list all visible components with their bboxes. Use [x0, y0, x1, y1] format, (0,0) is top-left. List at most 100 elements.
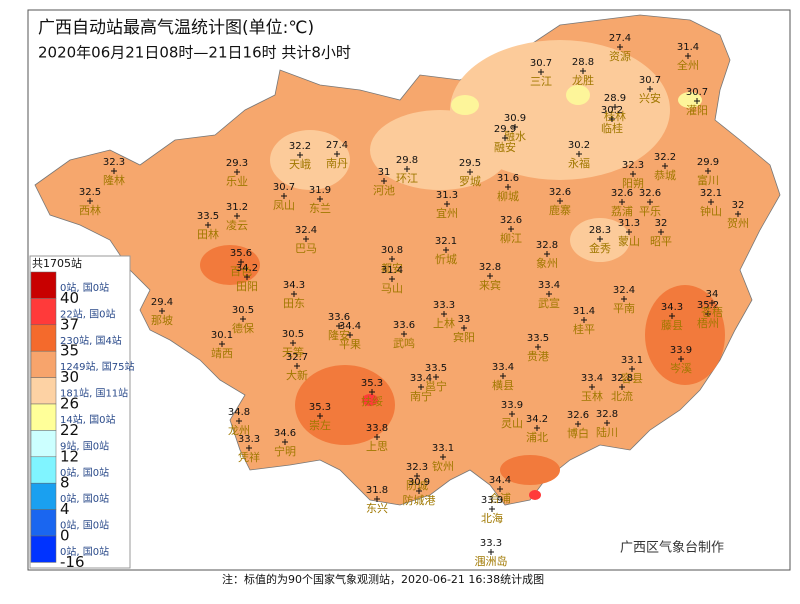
station: 33.3 凭祥	[238, 434, 260, 464]
station-value: 35.3	[361, 378, 383, 389]
station-value: 32.4	[295, 225, 317, 236]
station-marker	[444, 201, 450, 207]
station-name: 都安	[381, 261, 403, 275]
station-name: 环江	[396, 172, 418, 185]
station-value: 29.5	[459, 158, 481, 169]
hottest-zone	[362, 394, 378, 406]
station-name: 宾阳	[453, 330, 475, 344]
station-name: 宜州	[436, 206, 458, 220]
station-marker	[678, 356, 684, 362]
station-marker	[334, 151, 340, 157]
legend-swatch	[30, 377, 57, 405]
legend-count: 14站, 国0站	[60, 413, 115, 426]
station-name: 北海	[481, 511, 503, 525]
legend-swatch	[30, 456, 57, 484]
station: 30.7 凤山	[273, 182, 295, 212]
station-name: 防城	[406, 478, 428, 492]
station-name: 恭城	[654, 169, 676, 182]
legend-swatch	[30, 535, 57, 563]
legend-count: 230站, 国4站	[60, 334, 122, 347]
station-name: 西林	[79, 203, 101, 217]
station: 34.4 平果	[339, 321, 361, 351]
station: 35.3 崇左	[309, 402, 331, 432]
legend: 共1705站 0站, 国0站 22站, 国0站 230站, 国4站 1249站, 国7…	[29, 255, 135, 571]
station-marker	[705, 168, 711, 174]
station-value: 33.4	[492, 362, 514, 373]
station-value: 30.2	[568, 140, 590, 151]
station-value: 31.3	[618, 218, 640, 229]
station-marker	[416, 488, 422, 494]
station-value: 31	[378, 167, 391, 178]
station-name: 贵港	[527, 350, 549, 363]
station-name: 南宁	[410, 389, 432, 403]
station-name: 凭祥	[238, 450, 260, 464]
legend-count: 0站, 国0站	[60, 545, 109, 558]
legend-swatch	[30, 430, 57, 458]
station: 34 苍梧	[701, 289, 723, 319]
station: 31.6 柳城	[497, 173, 519, 203]
station-marker	[557, 198, 563, 204]
station-marker	[647, 86, 653, 92]
hot-zone	[200, 245, 260, 285]
station-marker	[461, 325, 467, 331]
legend-swatch	[30, 403, 57, 431]
station-marker	[497, 486, 503, 492]
station-marker	[658, 229, 664, 235]
station-marker	[317, 196, 323, 202]
station-marker	[488, 549, 494, 555]
station-name: 马山	[381, 282, 403, 295]
station-value: 34.3	[283, 280, 305, 291]
station: 30.5 天等	[282, 329, 304, 359]
station-marker	[440, 454, 446, 460]
station: 34.4 合浦	[489, 475, 511, 505]
station-value: 27.4	[326, 140, 348, 151]
station-marker	[238, 259, 244, 265]
station-value: 33.4	[538, 280, 560, 291]
hot-zone	[645, 285, 725, 385]
station-value: 33.9	[501, 400, 523, 411]
station: 30.7 灌阳	[686, 87, 708, 117]
station-marker	[281, 193, 287, 199]
station-marker	[612, 104, 618, 110]
station-marker	[546, 291, 552, 297]
station-value: 33.9	[481, 495, 503, 506]
station-value: 31.2	[226, 202, 248, 213]
station: 33.4 横县	[492, 362, 514, 392]
station-marker	[433, 374, 439, 380]
station: 30.5 德保	[232, 305, 254, 335]
station-marker	[87, 198, 93, 204]
station: 31.4 马山	[381, 265, 403, 295]
station-marker	[597, 236, 603, 242]
station: 32.8 象州	[536, 240, 558, 270]
station-name: 浦北	[526, 431, 548, 444]
station-marker	[694, 98, 700, 104]
station-name: 隆安	[328, 328, 350, 342]
station-name: 柳城	[497, 189, 519, 203]
station: 29.5 罗城	[459, 158, 481, 188]
station-value: 32.2	[654, 152, 676, 163]
legend-count: 22站, 国0站	[60, 307, 115, 320]
station-name: 武宣	[538, 296, 560, 310]
station-marker	[244, 274, 250, 280]
station: 33.6 隆安	[328, 312, 350, 342]
station-value: 33.3	[238, 434, 260, 445]
station: 32 贺州	[727, 200, 749, 230]
station-marker	[534, 425, 540, 431]
station-name: 容县	[621, 371, 643, 385]
station: 33.4 南宁	[410, 373, 432, 403]
station: 32.8 北流	[611, 373, 633, 403]
station-marker	[509, 411, 515, 417]
station-value: 32.6	[567, 410, 589, 421]
legend-threshold: 37	[60, 315, 79, 333]
station-value: 32.6	[639, 188, 661, 199]
station-name: 金秀	[589, 241, 611, 255]
station-name: 平果	[339, 338, 361, 351]
station-value: 32.6	[549, 187, 571, 198]
station-name: 平乐	[639, 205, 661, 218]
station-name: 武鸣	[393, 336, 415, 350]
station-value: 28.3	[589, 225, 611, 236]
station: 32.6 鹿寨	[549, 187, 571, 217]
station-value: 32.8	[611, 373, 633, 384]
station-value: 31.3	[436, 190, 458, 201]
station-marker	[619, 199, 625, 205]
